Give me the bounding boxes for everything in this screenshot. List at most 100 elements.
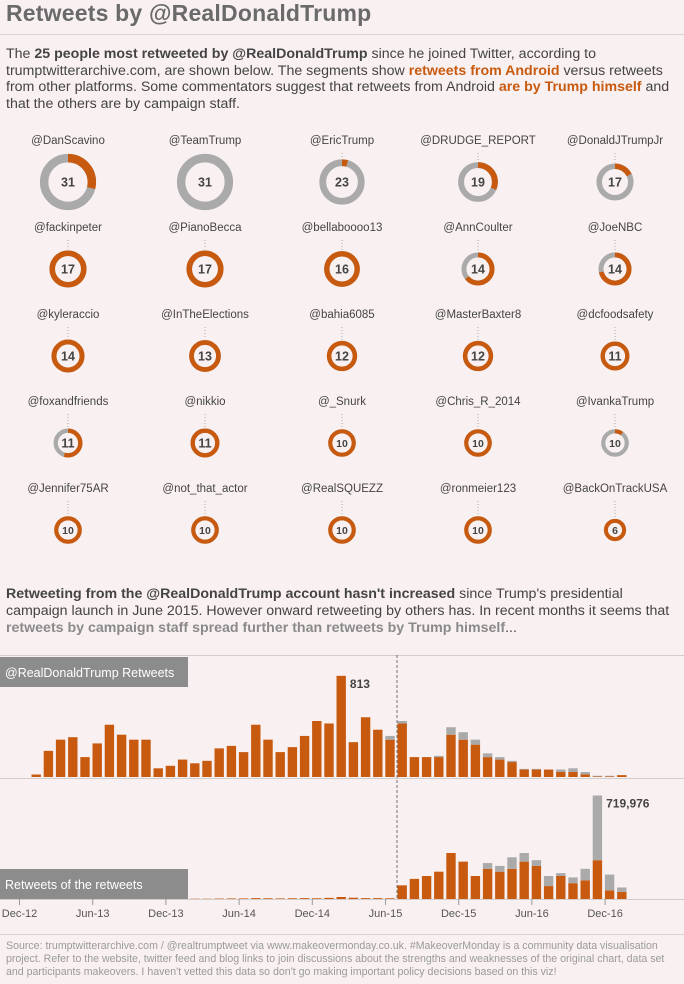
android-bar xyxy=(507,762,517,777)
title-divider xyxy=(0,34,684,35)
donut-cell: @IvankaTrump 10 xyxy=(547,396,683,482)
other-bar xyxy=(531,860,542,866)
donut-cell: @PianoBecca 17 xyxy=(137,222,273,308)
android-bar xyxy=(556,876,566,899)
android-bar xyxy=(421,876,432,899)
donut-android-segment xyxy=(51,339,85,373)
donut-cell: @InTheElections 13 xyxy=(137,309,273,395)
android-bar xyxy=(226,745,237,777)
android-bar xyxy=(482,868,493,899)
donut-account-name: @TeamTrump xyxy=(168,135,242,147)
donut-chart: 17 xyxy=(49,240,87,288)
donut-total: 10 xyxy=(609,438,621,450)
android-bar xyxy=(446,734,456,777)
other-bar xyxy=(434,755,444,758)
donut-cell: @Jennifer75AR 10 xyxy=(0,483,136,569)
trend-text-2: ... xyxy=(505,620,517,636)
donut-total: 10 xyxy=(472,438,484,450)
other-bar xyxy=(592,795,603,861)
android-bar xyxy=(373,729,383,777)
donut-chart: 11 xyxy=(53,414,83,458)
android-bar xyxy=(31,774,41,777)
donut-android-segment xyxy=(328,516,356,544)
android-bar xyxy=(507,868,517,899)
donut-total: 16 xyxy=(335,263,349,277)
android-bar xyxy=(275,898,285,899)
donut-total: 17 xyxy=(61,263,75,277)
android-bar xyxy=(336,675,346,777)
android-bar xyxy=(348,897,359,899)
donut-cell: @EricTrump 23 xyxy=(274,135,410,221)
donut-chart: 14 xyxy=(598,240,632,286)
android-bar xyxy=(190,763,200,777)
donut-chart: 31 xyxy=(39,152,97,211)
donut-android-segment xyxy=(186,250,224,288)
donut-total: 10 xyxy=(199,525,211,537)
other-bar xyxy=(604,775,615,777)
donut-account-name: @not_that_actor xyxy=(162,483,248,495)
donut-total: 12 xyxy=(335,350,349,364)
other-bar xyxy=(397,721,407,724)
android-bar xyxy=(141,739,151,777)
android-bar xyxy=(129,739,139,777)
other-bar xyxy=(495,757,505,760)
android-bar xyxy=(568,883,578,899)
android-bar xyxy=(617,775,627,777)
donut-total: 10 xyxy=(336,525,348,537)
android-bar xyxy=(617,891,627,899)
android-bar xyxy=(543,886,554,899)
other-bar xyxy=(617,887,627,892)
donut-total: 31 xyxy=(61,176,75,190)
donut-cell: @RealSQUEZZ 10 xyxy=(274,483,410,569)
android-bar xyxy=(519,861,529,899)
android-bar xyxy=(177,759,188,777)
donut-total: 23 xyxy=(335,176,349,190)
x-tick-label: Dec-14 xyxy=(295,908,330,920)
donut-total: 10 xyxy=(472,525,484,537)
android-bar xyxy=(458,739,468,777)
donut-total: 11 xyxy=(61,437,74,451)
android-bar xyxy=(592,776,603,777)
donut-android-segment xyxy=(600,341,630,371)
donut-cell: @AnnCoulter 14 xyxy=(410,222,546,308)
android-bar xyxy=(580,880,590,899)
android-bar xyxy=(397,885,407,899)
intro-text-3: versus retweets from other platforms. So… xyxy=(6,62,663,96)
donut-account-name: @RealSQUEZZ xyxy=(301,483,383,495)
other-bar xyxy=(556,873,566,876)
donut-grid: @DanScavino 31 @TeamTrump 31 @EricTrump 23 @DR… xyxy=(0,135,684,555)
panel-label: @RealDonaldTrump Retweets xyxy=(5,666,174,680)
donut-android-segment xyxy=(458,162,498,202)
other-bar xyxy=(507,857,517,869)
donut-account-name: @DanScavino xyxy=(31,135,105,147)
android-bar xyxy=(385,739,395,777)
donut-android-segment xyxy=(462,340,494,372)
android-bar xyxy=(324,723,334,777)
intro-text-4: and that the others are by campaign staf… xyxy=(6,79,670,112)
donut-account-name: @MasterBaxter8 xyxy=(434,309,522,321)
android-bar xyxy=(275,752,285,777)
panel-label: Retweets of the retweets xyxy=(5,878,143,892)
android-bar xyxy=(251,724,261,777)
intro-paragraph: The 25 people most retweeted by @RealDon… xyxy=(6,46,682,112)
donut-account-name: @bahia6085 xyxy=(309,309,375,321)
donut-chart: 10 xyxy=(464,501,492,544)
android-bar xyxy=(409,757,420,777)
x-tick-label: Jun-14 xyxy=(222,908,256,920)
donut-android-segment xyxy=(324,251,360,287)
intro-android-highlight: retweets from Android xyxy=(408,62,560,79)
donut-cell: @DanScavino 31 xyxy=(0,135,136,221)
source-footer: Source: trumptwitterarchive.com / @realt… xyxy=(6,940,665,978)
donut-total: 13 xyxy=(198,350,212,364)
donut-chart: 11 xyxy=(600,327,630,371)
donut-android-segment xyxy=(598,252,632,286)
other-bar xyxy=(482,753,493,758)
x-tick-label: Dec-12 xyxy=(2,908,37,920)
other-bar xyxy=(519,768,529,770)
donut-chart: 14 xyxy=(51,327,85,373)
android-bar xyxy=(556,772,566,777)
donut-chart: 6 xyxy=(603,501,627,542)
donut-android-segment xyxy=(53,428,83,458)
other-bar xyxy=(592,775,603,777)
android-bar xyxy=(299,735,310,777)
